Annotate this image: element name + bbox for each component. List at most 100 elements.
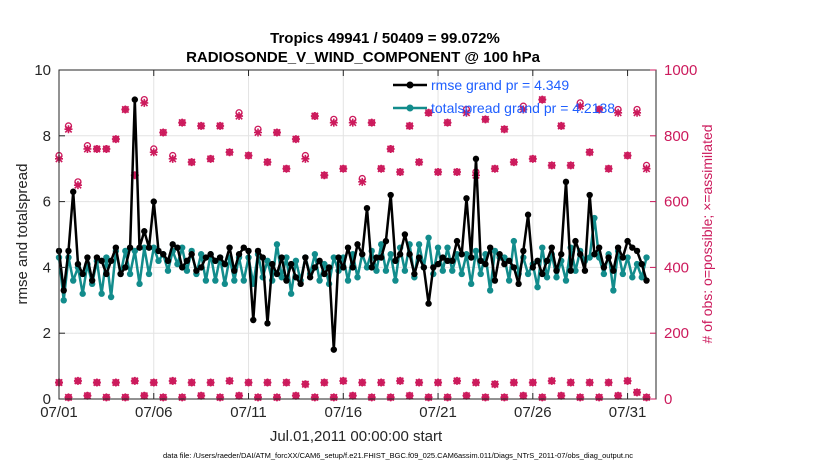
rmse-point bbox=[141, 228, 148, 235]
obs-assimilated-low-marker bbox=[83, 391, 92, 400]
obs-assimilated-marker bbox=[130, 171, 139, 180]
spread-point bbox=[377, 241, 385, 248]
spread-point bbox=[164, 267, 172, 274]
rmse-point bbox=[84, 254, 91, 261]
rmse-point bbox=[576, 251, 584, 258]
spread-point bbox=[150, 244, 157, 251]
spread-point bbox=[70, 277, 77, 284]
obs-assimilated-marker bbox=[263, 158, 272, 167]
axes-box bbox=[58, 69, 657, 400]
rmse-point bbox=[486, 244, 494, 251]
y-tick-label: 8 bbox=[43, 128, 51, 145]
obs-assimilated-marker bbox=[216, 121, 225, 130]
spread-point bbox=[183, 267, 191, 274]
obs-assimilated-marker bbox=[547, 161, 556, 170]
rmse-point bbox=[477, 257, 484, 265]
rmse-point bbox=[226, 244, 233, 251]
legend-spread-label: totalspread grand pr = 4.2138 bbox=[431, 100, 615, 116]
rmse-point bbox=[638, 260, 645, 268]
obs-assimilated-low-marker bbox=[282, 378, 291, 387]
spread-point bbox=[425, 234, 432, 241]
rmse-point bbox=[269, 260, 276, 268]
rmse-point bbox=[534, 257, 541, 265]
obs-assimilated-low-marker bbox=[576, 393, 585, 402]
obs-assimilated-low-marker bbox=[339, 376, 348, 385]
spread-point bbox=[107, 293, 115, 301]
rmse-point bbox=[344, 244, 352, 251]
obs-assimilated-low-marker bbox=[453, 376, 461, 385]
spread-point bbox=[619, 270, 627, 278]
obs-assimilated-marker bbox=[291, 135, 300, 144]
y-tick-label-right: 800 bbox=[664, 128, 689, 145]
obs-assimilated-low-marker bbox=[187, 378, 196, 387]
rmse-point bbox=[231, 267, 238, 274]
rmse-point bbox=[207, 251, 214, 258]
rmse-point bbox=[543, 257, 551, 265]
rmse-point bbox=[145, 244, 153, 251]
obs-assimilated-marker bbox=[642, 164, 651, 173]
obs-assimilated-marker bbox=[604, 164, 613, 173]
rmse-point bbox=[515, 280, 522, 288]
obs-assimilated-marker bbox=[73, 181, 82, 190]
rmse-point bbox=[164, 257, 172, 265]
obs-assimilated-low-marker bbox=[509, 378, 518, 387]
rmse-point bbox=[98, 257, 105, 265]
obs-assimilated-low-marker bbox=[225, 376, 234, 385]
rmse-point bbox=[183, 257, 191, 265]
spread-point bbox=[278, 274, 285, 281]
x-tick-label: 07/11 bbox=[230, 404, 266, 421]
obs-assimilated-low-marker bbox=[490, 380, 499, 389]
x-tick-label: 07/21 bbox=[419, 404, 457, 421]
obs-assimilated-marker bbox=[282, 164, 291, 173]
obs-assimilated-low-marker bbox=[159, 393, 168, 402]
spread-point bbox=[468, 280, 475, 288]
rmse-point bbox=[245, 247, 252, 255]
obs-assimilated-marker bbox=[244, 151, 253, 160]
rmse-point bbox=[259, 254, 266, 261]
spread-point bbox=[553, 274, 560, 281]
obs-assimilated-marker bbox=[187, 158, 196, 167]
obs-assimilated-low-marker bbox=[216, 393, 225, 402]
obs-assimilated-low-marker bbox=[358, 378, 367, 387]
obs-assimilated-low-marker bbox=[149, 378, 158, 387]
obs-assimilated-marker bbox=[225, 148, 234, 157]
spread-point bbox=[79, 290, 86, 297]
rmse-point bbox=[453, 237, 461, 245]
rmse-point bbox=[363, 204, 371, 212]
rmse-point bbox=[567, 267, 574, 274]
obs-assimilated-low-marker bbox=[111, 378, 120, 387]
rmse-point bbox=[117, 270, 124, 278]
spread-point bbox=[434, 244, 442, 251]
y-tick-label-right: 400 bbox=[664, 259, 689, 276]
rmse-point bbox=[354, 241, 361, 248]
spread-point bbox=[643, 254, 650, 261]
obs-assimilated-marker bbox=[538, 95, 547, 104]
rmse-point bbox=[306, 274, 314, 281]
x-tick-label: 07/26 bbox=[514, 404, 552, 421]
rmse-point bbox=[572, 237, 579, 245]
rmse-point bbox=[254, 247, 262, 255]
spread-point bbox=[145, 270, 153, 278]
obs-assimilated-low-marker bbox=[168, 376, 177, 385]
rmse-point bbox=[368, 264, 375, 271]
obs-assimilated-low-marker bbox=[557, 391, 566, 400]
rmse-point bbox=[93, 254, 101, 261]
spread-point bbox=[178, 244, 186, 251]
obs-assimilated-marker bbox=[443, 118, 452, 127]
obs-assimilated-low-marker bbox=[377, 378, 386, 387]
obs-assimilated-marker bbox=[490, 164, 499, 173]
obs-assimilated-marker bbox=[329, 118, 338, 127]
obs-assimilated-low-marker bbox=[405, 391, 414, 400]
obs-assimilated-low-marker bbox=[500, 393, 509, 402]
obs-assimilated-low-marker bbox=[434, 378, 443, 387]
spread-point bbox=[633, 260, 641, 268]
rmse-point bbox=[491, 277, 499, 284]
spread-point bbox=[415, 241, 423, 248]
obs-assimilated-low-marker bbox=[320, 378, 329, 387]
rmse-point bbox=[340, 264, 347, 271]
obs-assimilated-low-marker bbox=[415, 378, 424, 387]
obs-assimilated-marker bbox=[254, 128, 262, 137]
rmse-point bbox=[292, 274, 300, 281]
spread-point bbox=[610, 287, 617, 294]
rmse-point bbox=[415, 254, 423, 261]
